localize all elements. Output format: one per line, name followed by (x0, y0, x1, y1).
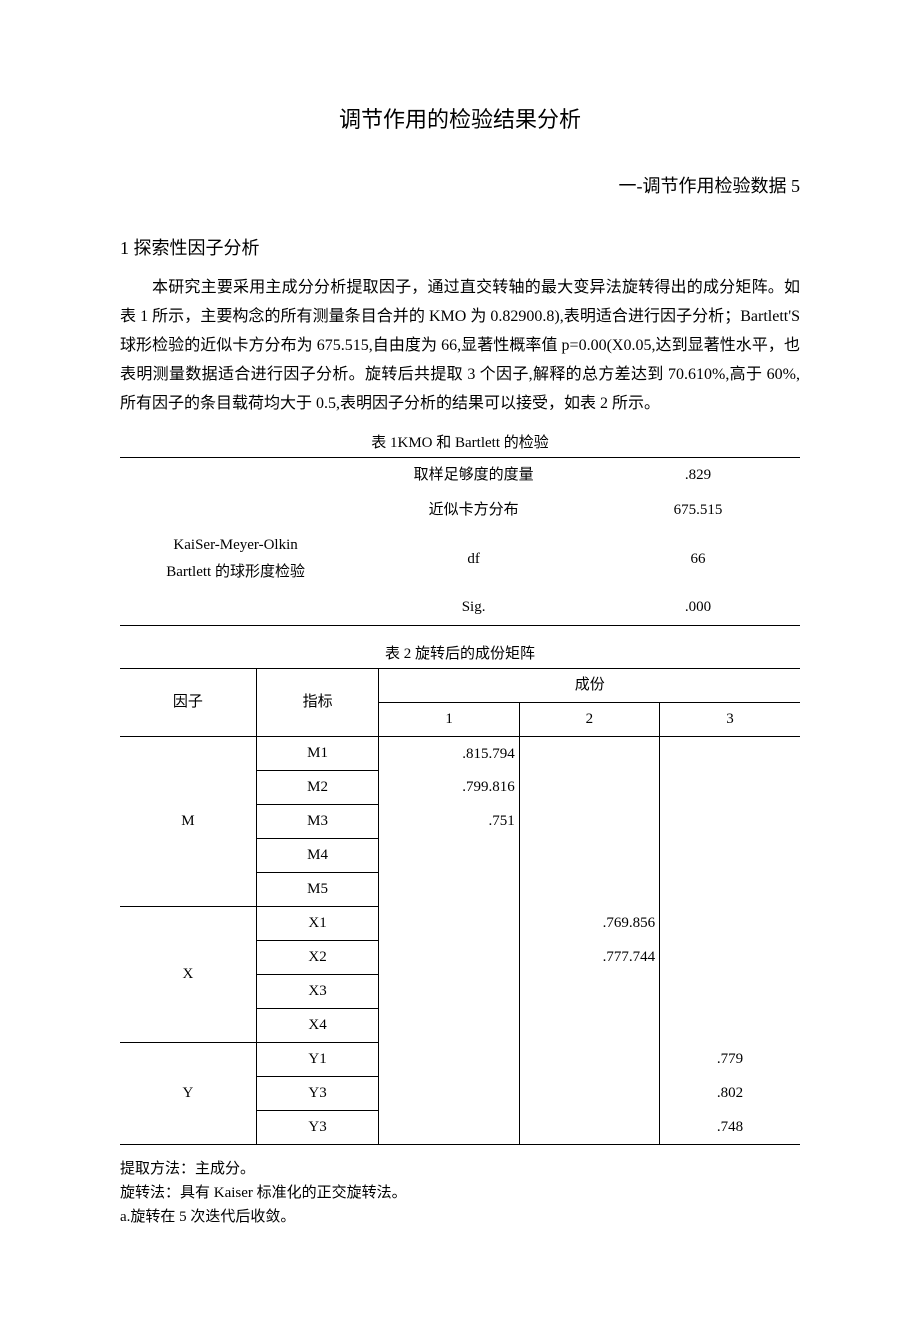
t2-cell (660, 873, 800, 907)
note-line: 提取方法：主成分。 (120, 1157, 800, 1181)
t2-cell (660, 737, 800, 771)
t2-cell: .748 (660, 1111, 800, 1145)
t1-measure: Sig. (351, 590, 596, 626)
t2-h-c1: 1 (379, 703, 519, 737)
t2-factor: M (120, 737, 256, 907)
table2-caption: 表 2 旋转后的成份矩阵 (120, 641, 800, 668)
t2-indicator: X4 (256, 1009, 379, 1043)
table2-notes: 提取方法：主成分。 旋转法：具有 Kaiser 标准化的正交旋转法。 a.旋转在… (120, 1157, 800, 1229)
table2: 因子 指标 成份 1 2 3 MM1.815.794M2.799.816M3.7… (120, 668, 800, 1145)
t2-cell (660, 907, 800, 941)
t1-left-label: KaiSer-Meyer-Olkin Bartlett 的球形度检验 (120, 528, 351, 590)
t2-cell (660, 805, 800, 839)
t2-cell (379, 941, 519, 975)
t2-cell (379, 873, 519, 907)
t2-indicator: X1 (256, 907, 379, 941)
t2-cell (519, 975, 659, 1009)
t2-cell (519, 805, 659, 839)
section1-paragraph: 本研究主要采用主成分分析提取因子，通过直交转轴的最大变异法旋转得出的成分矩阵。如… (120, 274, 800, 418)
t2-indicator: Y3 (256, 1111, 379, 1145)
t2-h-factor: 因子 (120, 669, 256, 737)
t2-cell (519, 1009, 659, 1043)
t1-measure: 近似卡方分布 (351, 493, 596, 528)
t2-indicator: Y3 (256, 1077, 379, 1111)
doc-subtitle: 一-调节作用检验数据 5 (120, 170, 800, 202)
t1-value: .829 (596, 458, 800, 494)
t2-h-component: 成份 (379, 669, 800, 703)
t2-factor: X (120, 907, 256, 1043)
t2-indicator: X3 (256, 975, 379, 1009)
table1: 取样足够度的度量 .829 近似卡方分布 675.515 KaiSer-Meye… (120, 457, 800, 626)
t2-h-c3: 3 (660, 703, 800, 737)
t2-cell (519, 1077, 659, 1111)
t2-cell (660, 839, 800, 873)
t2-cell (379, 1111, 519, 1145)
t2-indicator: M3 (256, 805, 379, 839)
t2-indicator: X2 (256, 941, 379, 975)
t2-indicator: Y1 (256, 1043, 379, 1077)
t2-cell (519, 771, 659, 805)
t2-cell: .779 (660, 1043, 800, 1077)
t2-indicator: M5 (256, 873, 379, 907)
t2-cell (660, 941, 800, 975)
t1-measure: 取样足够度的度量 (351, 458, 596, 494)
t2-cell (519, 839, 659, 873)
t1-value: 66 (596, 528, 800, 590)
t2-cell (660, 975, 800, 1009)
bartlett-label: Bartlett 的球形度检验 (128, 559, 343, 586)
note-line: 旋转法：具有 Kaiser 标准化的正交旋转法。 (120, 1181, 800, 1205)
t2-cell (660, 771, 800, 805)
t2-cell: .751 (379, 805, 519, 839)
t2-cell: .799.816 (379, 771, 519, 805)
t2-cell (660, 1009, 800, 1043)
t2-cell: .769.856 (519, 907, 659, 941)
t2-cell (379, 1009, 519, 1043)
t2-cell (379, 1077, 519, 1111)
kmo-label: KaiSer-Meyer-Olkin (128, 532, 343, 559)
t2-indicator: M4 (256, 839, 379, 873)
t1-measure: df (351, 528, 596, 590)
t2-cell (519, 1043, 659, 1077)
t2-indicator: M2 (256, 771, 379, 805)
t2-cell: .777.744 (519, 941, 659, 975)
t1-value: .000 (596, 590, 800, 626)
t2-factor: Y (120, 1043, 256, 1145)
t2-cell: .802 (660, 1077, 800, 1111)
doc-title: 调节作用的检验结果分析 (120, 100, 800, 140)
t2-h-c2: 2 (519, 703, 659, 737)
note-line: a.旋转在 5 次迭代后收敛。 (120, 1205, 800, 1229)
section1-heading: 1 探索性因子分析 (120, 232, 800, 264)
table1-caption: 表 1KMO 和 Bartlett 的检验 (120, 430, 800, 457)
t2-cell (519, 873, 659, 907)
t2-cell (519, 1111, 659, 1145)
t2-cell (379, 975, 519, 1009)
t2-cell (379, 839, 519, 873)
t2-cell (379, 907, 519, 941)
t2-indicator: M1 (256, 737, 379, 771)
t2-cell: .815.794 (379, 737, 519, 771)
t2-h-indicator: 指标 (256, 669, 379, 737)
t1-value: 675.515 (596, 493, 800, 528)
t2-cell (519, 737, 659, 771)
t2-cell (379, 1043, 519, 1077)
